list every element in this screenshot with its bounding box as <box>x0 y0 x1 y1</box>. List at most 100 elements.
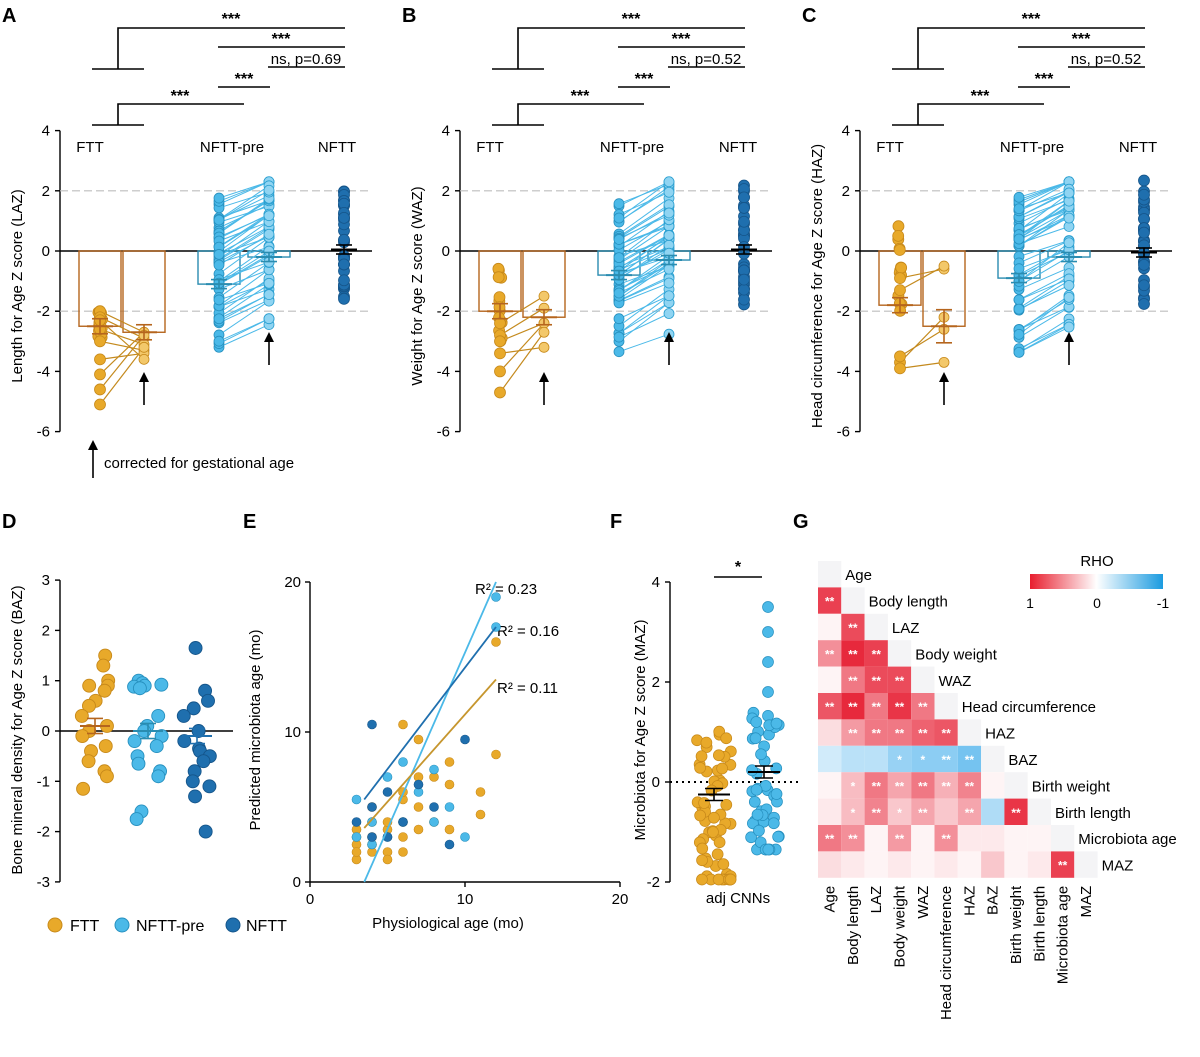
panel-b-pair-line <box>618 268 670 294</box>
panel-g-cell <box>818 798 842 825</box>
panel-a-point-nfttpre-corr <box>263 313 275 325</box>
panel-b-group-ftt: FTT <box>476 139 504 156</box>
panel-g-cell <box>1004 772 1028 799</box>
panel-e-point-nftt-pre <box>429 817 439 827</box>
panel-g-cell <box>911 798 935 825</box>
panel-c-point-nfttpre-corr <box>1063 237 1075 249</box>
panel-c-point-nfttpre-corr <box>1063 212 1075 224</box>
panel-g-col-label: Birth weight <box>1008 885 1025 964</box>
panel-b-pair-line <box>618 212 670 240</box>
panel-a-pair-line <box>218 227 270 260</box>
panel-a-pair-line <box>218 261 270 281</box>
panel-f-point-nfttpre <box>751 808 764 821</box>
panel-g-legend-tick-m1: -1 <box>1157 595 1170 611</box>
panel-b-ytick-label: 2 <box>442 183 450 200</box>
panel-a-group-nfttpre: NFTT-pre <box>200 139 264 156</box>
panel-g-cell <box>934 745 958 773</box>
panel-f-point-nfttpre <box>755 748 767 761</box>
panel-a-ytick-label: 4 <box>42 123 50 140</box>
panel-g-legend-tick-0: 0 <box>1093 595 1101 611</box>
panel-g-col-label: Body weight <box>892 885 909 968</box>
panel-g-cell-star: ** <box>1011 806 1021 820</box>
panel-a-pair-line <box>218 299 270 324</box>
panel-b-point-nfttpre <box>613 198 625 210</box>
panel-a-pair-line <box>218 205 270 223</box>
panel-a-point-nfttpre <box>213 259 225 271</box>
panel-c-pair-line <box>1018 239 1070 257</box>
panel-a-pair-line-ftt <box>99 334 145 390</box>
panel-b-pair-line <box>618 248 670 271</box>
panel-b-pair-line-ftt <box>499 346 545 354</box>
panel-e-point-nftt-pre <box>429 764 439 775</box>
panel-e-point-nftt <box>429 802 439 812</box>
panel-g-cell <box>887 719 912 746</box>
panel-g-cell <box>841 693 865 720</box>
panel-c-group-nfttpre: NFTT-pre <box>1000 139 1064 156</box>
panel-f-point-ftt <box>698 797 710 809</box>
panel-a-point-nftt <box>338 258 350 271</box>
panel-e-xtick-label: 20 <box>612 891 629 908</box>
panel-c-pair-line <box>1018 323 1070 350</box>
panel-d-ytick-label: -1 <box>37 773 50 790</box>
panel-c-pair-line-ftt <box>899 328 945 357</box>
panel-b-pair-line <box>618 204 670 237</box>
panel-a-sig-4: *** <box>171 88 190 105</box>
panel-e-point-ftt <box>413 802 424 812</box>
panel-g-cell <box>887 825 912 852</box>
panel-b-pair-line <box>618 282 670 304</box>
panel-d-point-nftt-pre <box>132 681 147 696</box>
panel-a-point-ftt-corr <box>138 353 150 365</box>
legend-marker-nftt <box>225 917 241 933</box>
panel-c-point-nfttpre <box>1013 203 1025 215</box>
panel-c-pair-line <box>1018 267 1070 290</box>
panel-b-point-nfttpre <box>613 234 625 245</box>
panel-c-ytick-label: 4 <box>842 123 850 140</box>
panel-b-sig-2: ns, p=0.52 <box>671 51 741 68</box>
panel-g-cell-star: * <box>851 806 856 820</box>
panel-b-pair-line <box>618 259 670 291</box>
panel-g-cell-star: ** <box>872 806 882 820</box>
panel-a-pair-line <box>218 282 270 301</box>
panel-f-point-nfttpre <box>750 716 763 728</box>
panel-c-ytick-label: 2 <box>842 183 850 200</box>
panel-d-point-ftt <box>82 698 96 713</box>
panel-a-pair-line <box>218 283 270 319</box>
panel-g-row-label: BAZ <box>1008 752 1037 769</box>
panel-a-pair-line <box>218 254 270 285</box>
panel-e-point-ftt <box>491 749 501 760</box>
panel-a-pair-line <box>218 236 270 255</box>
panel-a-pair-line <box>218 269 270 307</box>
panel-f-point-nfttpre <box>748 796 761 808</box>
panel-g-cell <box>818 561 842 588</box>
panel-g-cell <box>934 719 958 746</box>
panel-c-point-nfttpre <box>1013 346 1025 358</box>
panel-a-note: corrected for gestational age <box>104 455 294 472</box>
panel-b-pair-line <box>618 295 670 334</box>
panel-g-cell <box>957 851 982 878</box>
panel-d-point-nftt-pre <box>151 769 166 784</box>
panel-e-point-ftt <box>444 757 455 767</box>
panel-g-cell-star: ** <box>941 832 951 846</box>
panel-g-cell-star: ** <box>872 727 882 741</box>
panel-c-sig-2: ns, p=0.52 <box>1071 51 1141 68</box>
panel-e-r2-nftt: R² = 0.16 <box>497 623 559 640</box>
panel-g-cell <box>864 772 888 799</box>
panel-c-bracket-5 <box>892 103 1044 126</box>
panel-b-ytick-label: 0 <box>442 243 450 260</box>
panel-e-ytick-label: 20 <box>284 574 301 591</box>
panel-c-pair-line <box>1018 250 1070 282</box>
panel-g-cell <box>841 719 865 746</box>
panel-g-cell-star: ** <box>825 700 835 714</box>
panel-d-point-nftt-pre <box>131 756 146 771</box>
panel-d-point-ftt <box>99 769 114 784</box>
panel-g-col-label: Body length <box>845 886 862 965</box>
panel-a-group-nftt: NFTT <box>318 139 356 156</box>
panel-g-cell-star: ** <box>848 674 858 688</box>
panel-letter-g: G <box>793 511 809 533</box>
panel-d-point-nftt <box>177 734 192 749</box>
panel-c-pair-line <box>1018 242 1070 282</box>
panel-d-point-nftt-pre <box>154 677 169 692</box>
panel-c-pair-line <box>1018 217 1070 240</box>
panel-f-point-nfttpre <box>753 824 765 837</box>
panel-g-cell-star: ** <box>848 832 858 846</box>
